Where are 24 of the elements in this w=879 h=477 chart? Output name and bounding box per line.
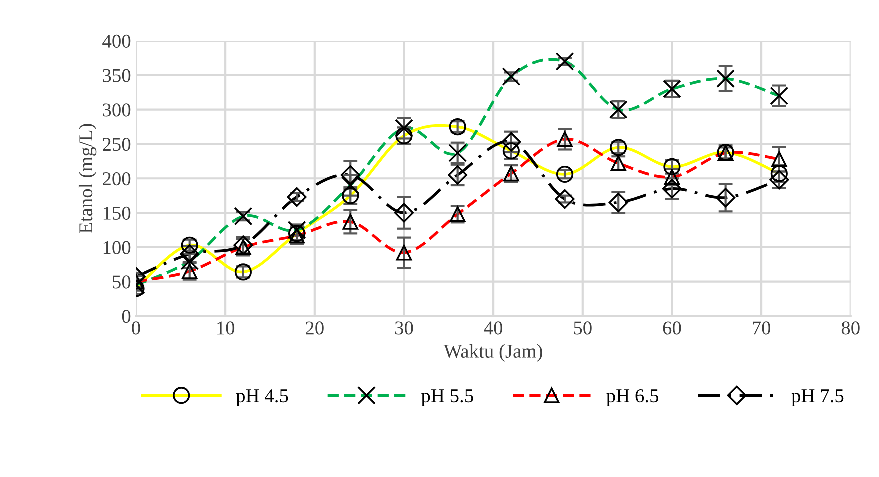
y-tick-label: 250 [103,138,131,152]
x-tick-label: 80 [842,322,860,335]
x-tick-label: 40 [484,322,503,335]
y-axis-title: Etanol (mg/L) [78,124,97,234]
x-tick-label: 10 [218,322,235,335]
x-tick-label: 60 [663,322,682,335]
legend-label: pH 7.5 [792,390,844,407]
y-tick-label: 50 [113,276,131,289]
x-axis-title: Waktu (Jam) [444,344,542,362]
x-tick-label: 0 [132,322,140,335]
legend-label: pH 6.5 [606,390,659,407]
y-tick-label: 300 [103,104,131,117]
y-tick-label: 150 [104,206,131,220]
y-tick-label: 200 [103,172,131,186]
legend-label: pH 4.5 [236,390,288,407]
x-tick-label: 30 [395,322,414,335]
x-tick-label: 70 [753,322,771,335]
y-tick-label: 100 [104,241,131,254]
y-tick-label: 350 [103,69,131,82]
y-tick-label: 400 [102,34,131,48]
legend-label: pH 5.5 [421,390,474,407]
x-tick-label: 20 [306,322,324,335]
x-tick-label: 50 [574,322,592,335]
y-tick-label: 0 [122,310,131,324]
